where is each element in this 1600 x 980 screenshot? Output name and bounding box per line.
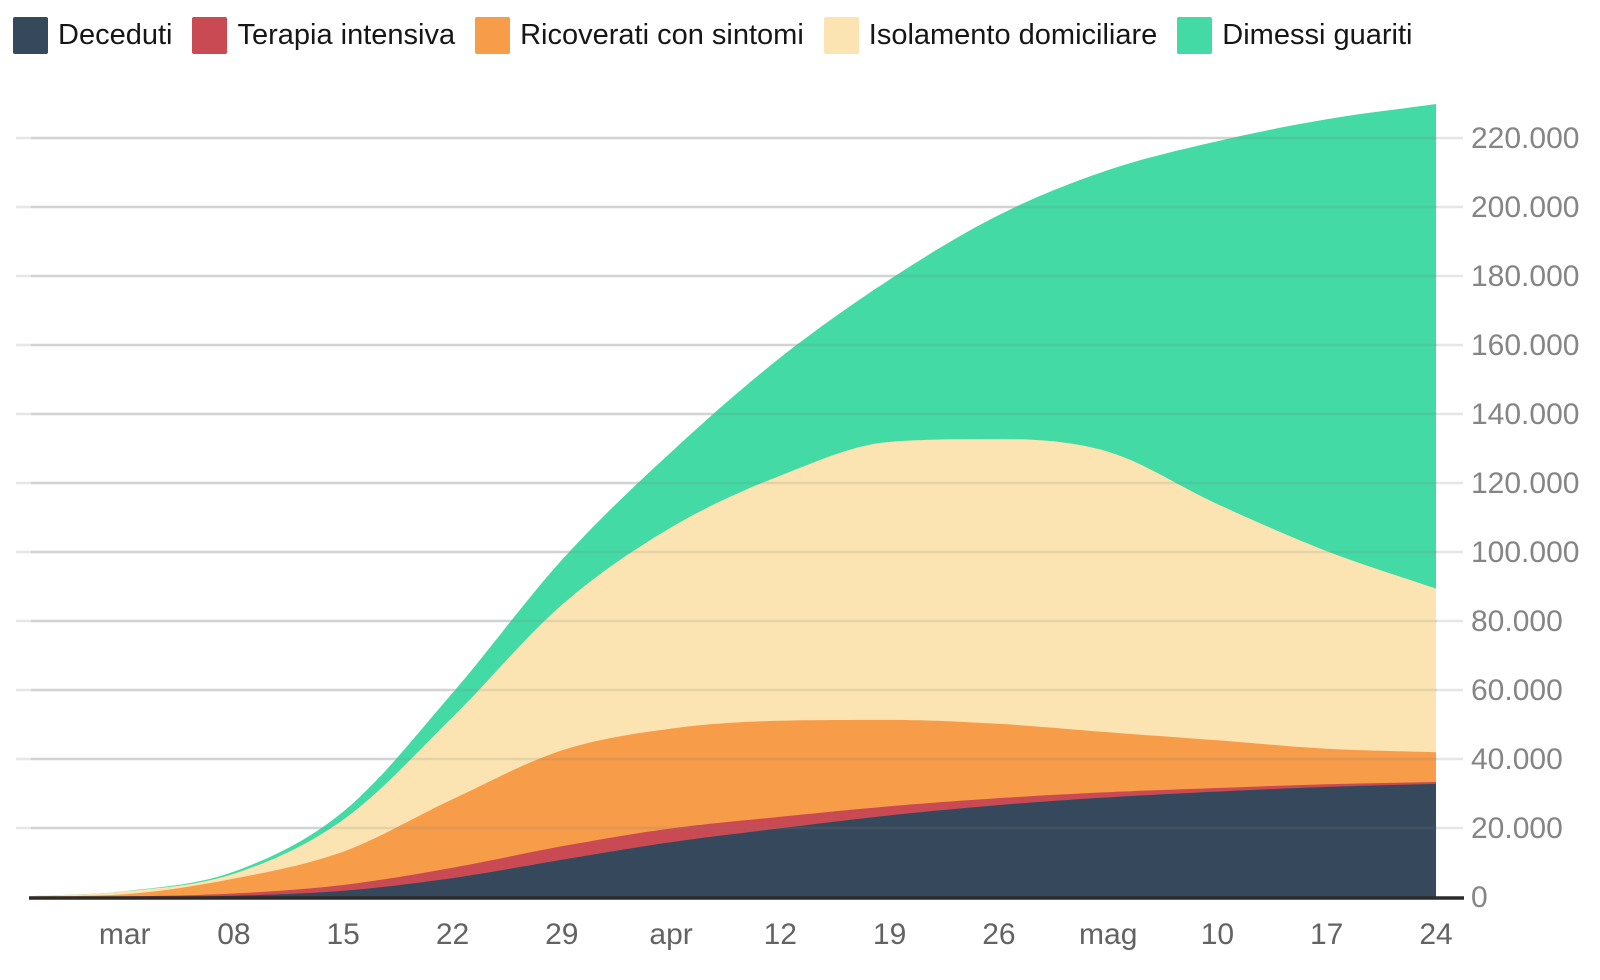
x-axis-tick-label: 08 <box>217 918 250 951</box>
y-axis-tick-label: 140.000 <box>1471 398 1579 431</box>
legend-swatch-ricoverati-con-sintomi <box>475 17 511 54</box>
y-axis-tick-label: 80.000 <box>1471 605 1563 638</box>
legend-swatch-isolamento-domiciliare <box>823 17 859 54</box>
x-axis-tick-label: 10 <box>1201 918 1234 951</box>
y-axis-tick-label: 60.000 <box>1471 674 1563 707</box>
x-axis-tick-label: 15 <box>327 918 360 951</box>
legend-swatch-terapia-intensiva <box>192 17 228 54</box>
area-deceduti <box>31 783 1436 897</box>
x-axis-tick-label: apr <box>649 918 692 951</box>
x-axis-tick-label: mar <box>99 918 151 951</box>
y-axis-tick-label: 200.000 <box>1471 191 1579 224</box>
legend-item-dimessi-guariti[interactable]: Dimessi guariti <box>1177 17 1412 54</box>
x-axis-tick-label: 12 <box>764 918 797 951</box>
y-axis-tick-label: 0 <box>1471 881 1488 914</box>
x-axis-tick-label: 26 <box>982 918 1015 951</box>
y-axis-tick-label: 100.000 <box>1471 536 1579 569</box>
legend-item-terapia-intensiva[interactable]: Terapia intensiva <box>192 17 455 54</box>
x-axis-tick-label: 17 <box>1310 918 1343 951</box>
x-axis-tick-label: 22 <box>436 918 469 951</box>
y-axis-tick-label: 40.000 <box>1471 743 1563 776</box>
legend-swatch-dimessi-guariti <box>1177 17 1213 54</box>
legend-label: Terapia intensiva <box>237 19 456 51</box>
y-axis-tick-label: 120.000 <box>1471 467 1579 500</box>
legend-item-deceduti[interactable]: Deceduti <box>13 17 172 54</box>
legend-label: Deceduti <box>58 19 173 51</box>
x-axis-tick-label: mag <box>1079 918 1137 951</box>
x-axis-tick-label: 19 <box>873 918 906 951</box>
y-axis-tick-label: 180.000 <box>1471 260 1579 293</box>
legend-label: Ricoverati con sintomi <box>520 19 804 51</box>
legend-label: Isolamento domiciliare <box>868 19 1158 51</box>
y-axis-tick-label: 220.000 <box>1471 122 1579 155</box>
x-axis-tick-label: 29 <box>545 918 578 951</box>
legend-item-isolamento-domiciliare[interactable]: Isolamento domiciliare <box>823 17 1158 54</box>
chart-legend: Deceduti Terapia intensiva Ricoverati con … <box>13 17 1412 54</box>
legend-item-ricoverati-con-sintomi[interactable]: Ricoverati con sintomi <box>475 17 804 54</box>
y-axis-tick-label: 160.000 <box>1471 329 1579 362</box>
y-axis-tick-label: 20.000 <box>1471 812 1563 845</box>
x-axis-tick-label: 24 <box>1419 918 1452 951</box>
legend-swatch-deceduti <box>13 17 48 54</box>
legend-label: Dimessi guariti <box>1222 19 1413 51</box>
